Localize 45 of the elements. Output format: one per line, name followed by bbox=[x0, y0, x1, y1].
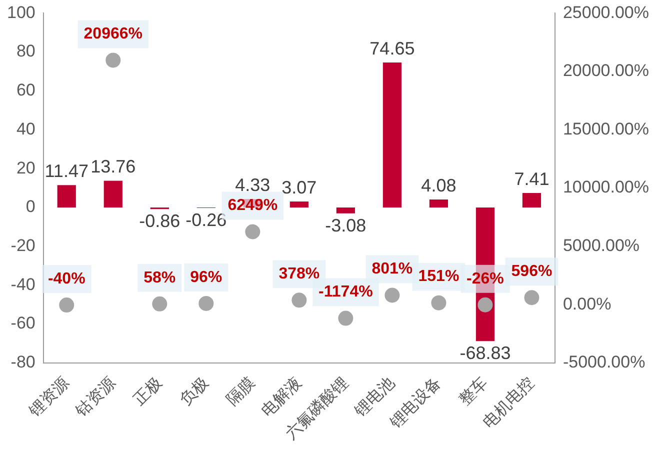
y2-tick-label: 15000.00% bbox=[562, 119, 650, 138]
y-tick-label: 60 bbox=[16, 80, 36, 100]
data-label: -0.86 bbox=[139, 211, 180, 232]
data-label: 13.76 bbox=[90, 156, 136, 177]
data-label: 4.08 bbox=[421, 175, 456, 196]
x-tick-label: 负极 bbox=[176, 374, 212, 410]
y2-tick-label: 25000.00% bbox=[562, 2, 650, 22]
data-label: -40% bbox=[48, 270, 86, 288]
data-label: -0.26 bbox=[186, 210, 227, 230]
data-label: 7.41 bbox=[514, 169, 550, 190]
data-label: -68.83 bbox=[460, 343, 511, 364]
data-label: 801% bbox=[372, 260, 413, 278]
x-tick-label: 正极 bbox=[130, 374, 166, 410]
x-tick-label: 锂资源 bbox=[25, 374, 72, 422]
y-tick-label: -40 bbox=[10, 274, 36, 294]
y-tick-label: 0 bbox=[26, 197, 36, 216]
data-label: -26% bbox=[466, 270, 504, 288]
data-label: 96% bbox=[190, 268, 222, 286]
data-label: -1174% bbox=[318, 284, 373, 301]
data-label: 596% bbox=[511, 263, 552, 280]
data-label: 378% bbox=[278, 266, 320, 283]
y2-tick-label: 0.00% bbox=[562, 294, 612, 314]
y2-tick-label: 5000.00% bbox=[562, 236, 640, 255]
data-label: 4.33 bbox=[235, 175, 270, 196]
y2-tick-label: 10000.00% bbox=[562, 178, 650, 197]
y2-tick-label: -5000.00% bbox=[562, 352, 646, 372]
y-tick-label: 40 bbox=[16, 119, 36, 138]
y-tick-label: 80 bbox=[16, 42, 36, 61]
y-tick-label: -80 bbox=[10, 352, 36, 372]
x-tick-label: 整车 bbox=[456, 374, 492, 410]
y-tick-label: 20 bbox=[16, 158, 36, 178]
data-label: 151% bbox=[418, 268, 460, 286]
y2-tick-label: 20000.00% bbox=[562, 61, 650, 80]
y-tick-label: -20 bbox=[10, 236, 36, 255]
data-label: 6249% bbox=[228, 197, 278, 214]
data-label: 11.47 bbox=[44, 161, 88, 182]
y-tick-label: 100 bbox=[6, 2, 36, 22]
data-label: 58% bbox=[144, 269, 176, 286]
data-label: 74.65 bbox=[370, 38, 415, 58]
data-label: -3.08 bbox=[325, 215, 366, 236]
data-label: 20966% bbox=[84, 26, 142, 43]
data-label: 3.07 bbox=[282, 177, 317, 198]
x-tick-label: 隔膜 bbox=[223, 374, 258, 410]
y-tick-label: -60 bbox=[10, 314, 36, 333]
x-tick-label: 钴资源 bbox=[72, 374, 119, 422]
